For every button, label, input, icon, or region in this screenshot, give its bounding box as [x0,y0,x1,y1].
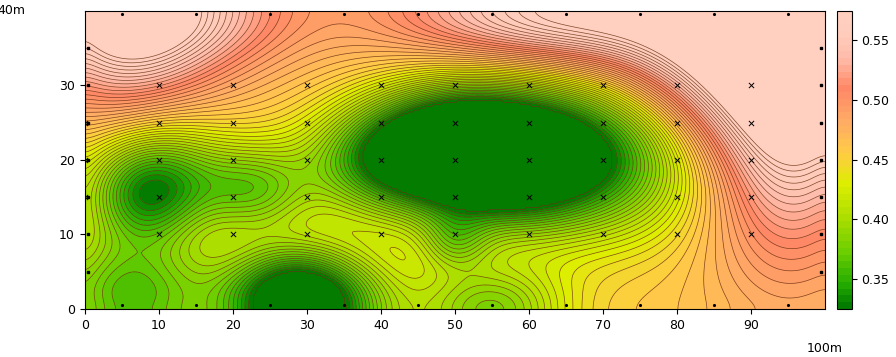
Point [596,82,610,88]
Point [744,120,758,125]
Point [77,194,91,200]
Point [299,231,314,237]
Point [521,157,536,163]
Point [299,82,314,88]
Point [448,194,462,200]
Point [151,157,166,163]
Point [596,157,610,163]
Point [77,157,91,163]
Point [448,120,462,125]
Point [521,120,536,125]
Point [596,120,610,125]
Point [670,157,685,163]
Point [448,231,462,237]
Point [77,120,91,125]
Point [448,157,462,163]
Point [151,82,166,88]
Point [744,157,758,163]
Point [151,194,166,200]
Point [744,82,758,88]
Point [151,231,166,237]
Point [226,231,240,237]
Text: 100m: 100m [807,342,843,356]
Point [374,157,388,163]
Point [374,82,388,88]
Point [448,82,462,88]
Point [374,120,388,125]
Point [596,194,610,200]
Point [670,194,685,200]
Point [226,82,240,88]
Point [374,231,388,237]
Point [670,231,685,237]
Point [744,231,758,237]
Point [521,194,536,200]
Point [226,194,240,200]
Point [226,157,240,163]
Point [299,120,314,125]
Point [521,231,536,237]
Point [670,120,685,125]
Point [744,194,758,200]
Point [596,231,610,237]
Point [226,120,240,125]
Point [374,194,388,200]
Point [151,120,166,125]
Point [299,157,314,163]
Text: 40m: 40m [0,4,25,17]
Point [670,82,685,88]
Point [299,194,314,200]
Point [521,82,536,88]
